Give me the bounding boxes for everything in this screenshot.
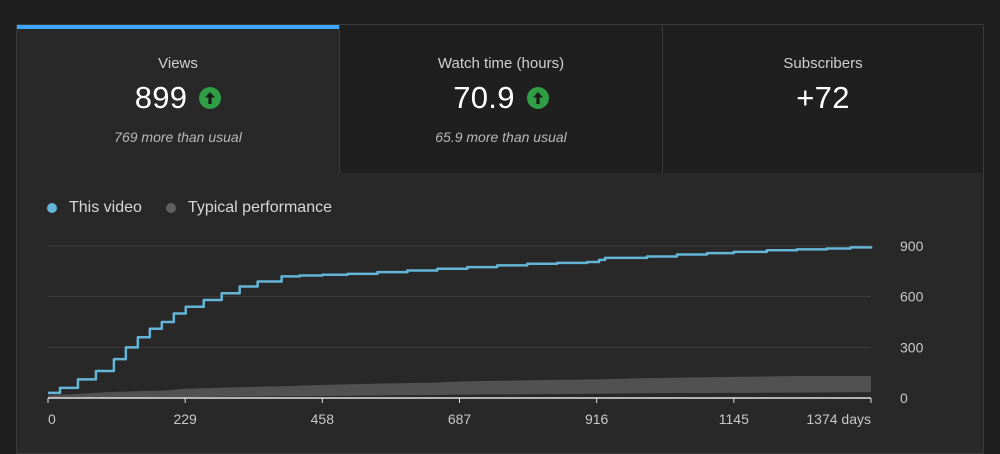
tab-subscribers[interactable]: Subscribers +72 (662, 25, 983, 173)
metric-tabs: Views 899 769 more than usual Watch time… (17, 25, 983, 173)
x-tick-label: 1145 (719, 411, 749, 427)
legend-label-typical-performance: Typical performance (187, 199, 332, 216)
legend-dot-typical-performance (165, 203, 176, 213)
this-video-line (48, 246, 873, 395)
tab-watch-time[interactable]: Watch time (hours) 70.9 65.9 more than u… (339, 25, 662, 173)
x-tick-label: 229 (173, 411, 197, 427)
typical-performance-area (48, 376, 871, 398)
x-tick-label: 687 (448, 411, 472, 427)
tab-views[interactable]: Views 899 769 more than usual (17, 25, 339, 173)
views-chart: 0 300 600 900 0 229 458 687 916 1145 1374 days (47, 238, 924, 427)
x-tick-label: 916 (585, 411, 609, 427)
legend-label-this-video: This video (69, 199, 142, 216)
legend-dot-this-video (47, 203, 57, 213)
tab-watch-time-value-row: 70.9 (340, 80, 662, 116)
arrow-up-icon (526, 87, 549, 109)
tab-subscribers-value-row: +72 (663, 80, 983, 116)
tab-subscribers-title: Subscribers (783, 55, 863, 72)
y-tick-label: 600 (900, 289, 924, 305)
tab-watch-time-value: 70.9 (453, 80, 515, 115)
arrow-up-icon (199, 87, 222, 109)
tab-watch-time-subtitle: 65.9 more than usual (435, 129, 567, 145)
x-tick-label: 0 (48, 411, 56, 427)
legend-item-typical-performance[interactable]: Typical performance (165, 199, 332, 217)
y-tick-label: 900 (900, 238, 924, 254)
tab-watch-time-title: Watch time (hours) (437, 55, 565, 72)
tab-views-subtitle: 769 more than usual (114, 129, 242, 145)
x-tick-label: 1374 days (806, 411, 871, 427)
tab-views-title: Views (158, 55, 198, 72)
x-tick-label: 458 (311, 411, 335, 427)
tab-views-value-row: 899 (17, 80, 339, 116)
y-tick-label: 300 (900, 339, 924, 355)
analytics-card: Views 899 769 more than usual Watch time… (16, 24, 984, 454)
chart-legend: This video Typical performance (47, 199, 356, 217)
tab-subscribers-value: +72 (796, 80, 850, 115)
legend-item-this-video[interactable]: This video (47, 199, 142, 217)
y-tick-label: 0 (900, 390, 908, 406)
tab-views-value: 899 (134, 80, 188, 115)
